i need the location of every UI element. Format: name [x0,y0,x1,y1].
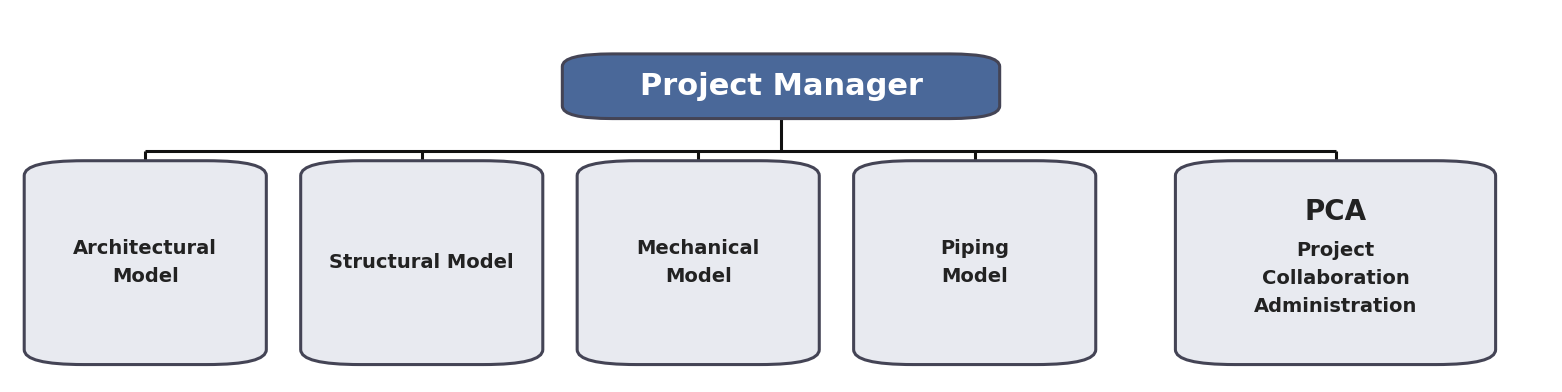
FancyBboxPatch shape [562,54,1000,118]
Text: Project
Collaboration
Administration: Project Collaboration Administration [1254,241,1417,316]
FancyBboxPatch shape [23,161,266,365]
Text: Piping
Model: Piping Model [940,239,1009,286]
Text: Project Manager: Project Manager [639,72,923,101]
FancyBboxPatch shape [578,161,818,365]
Text: Structural Model: Structural Model [330,253,514,272]
FancyBboxPatch shape [300,161,544,365]
Text: PCA: PCA [1304,198,1367,226]
Text: Mechanical
Model: Mechanical Model [637,239,759,286]
Text: Architectural
Model: Architectural Model [73,239,217,286]
FancyBboxPatch shape [1175,161,1495,365]
FancyBboxPatch shape [853,161,1095,365]
